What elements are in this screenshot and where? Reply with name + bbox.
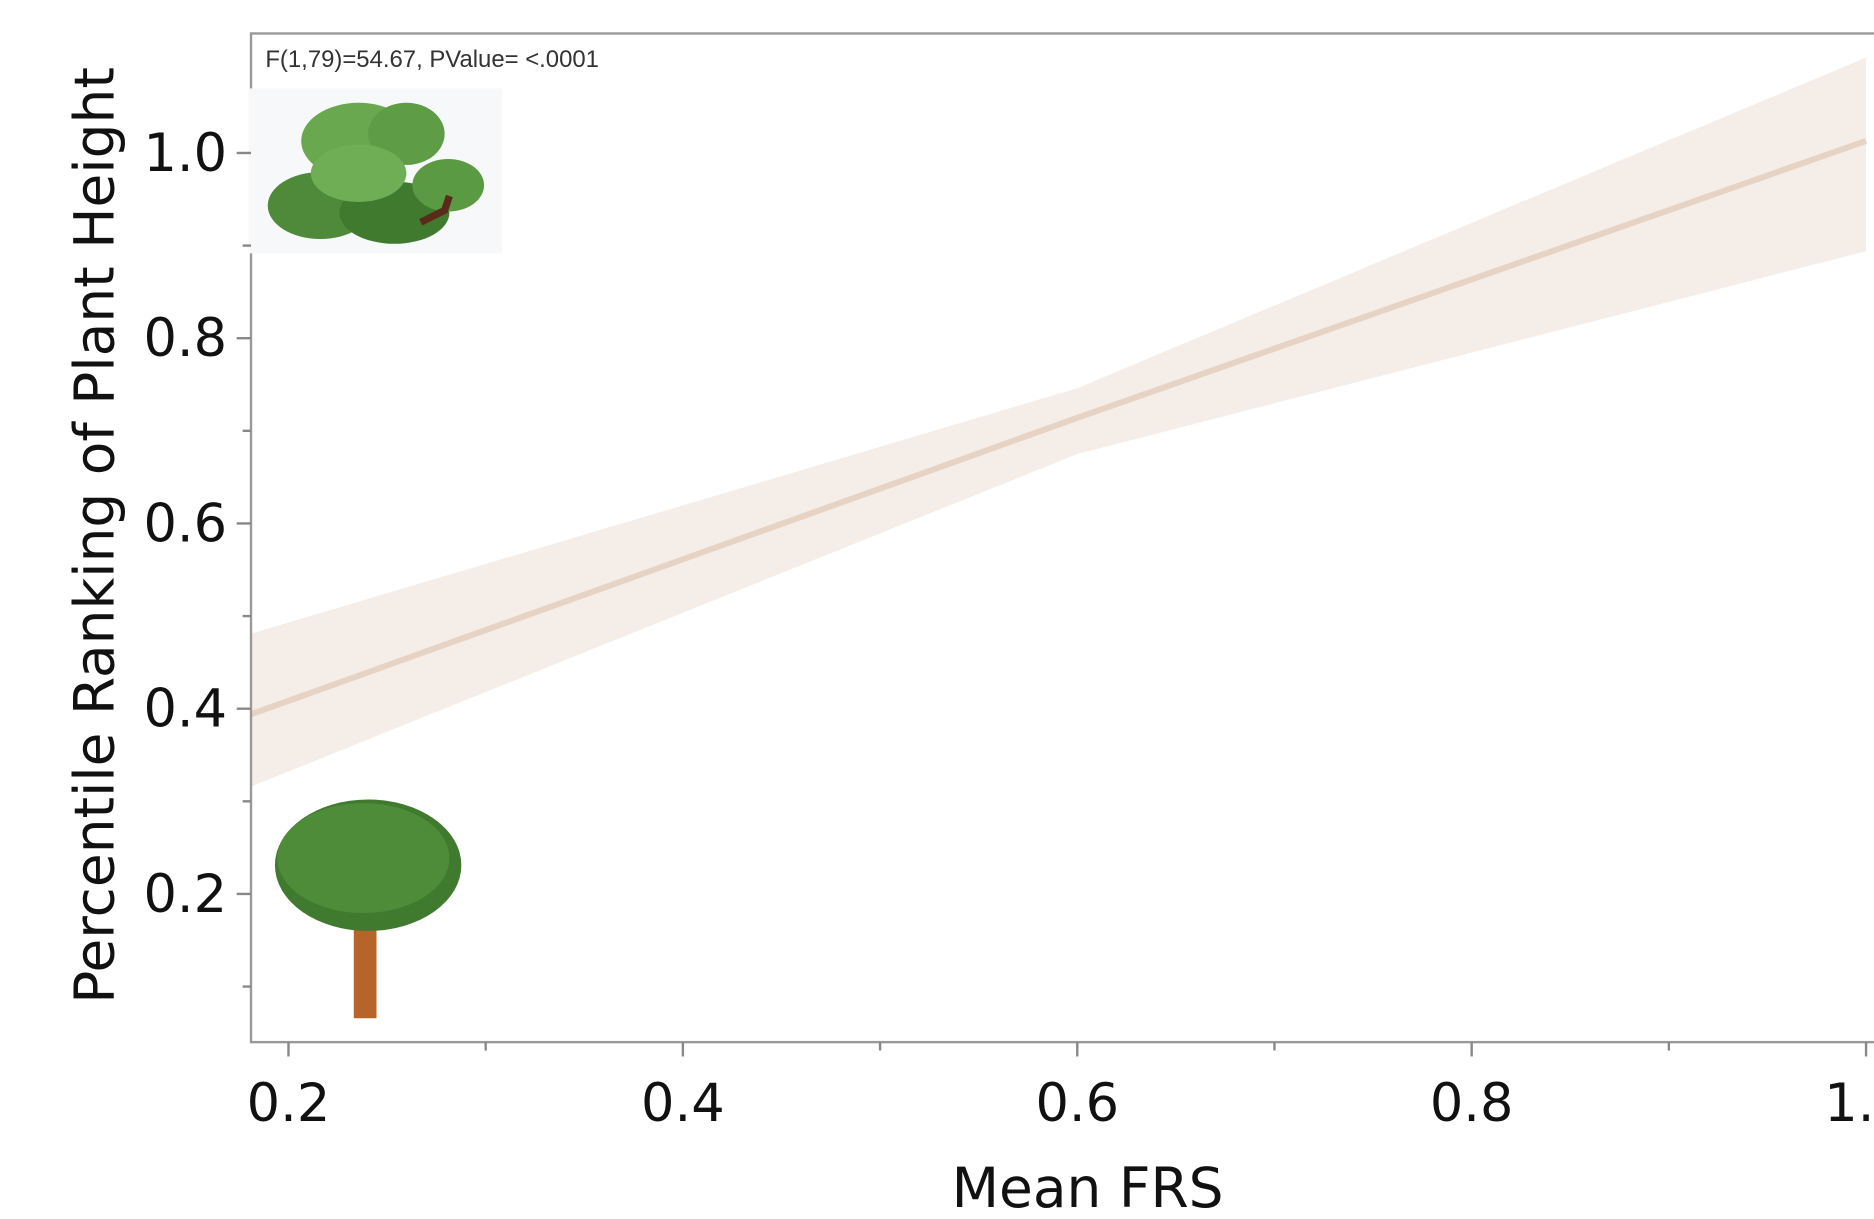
bush-icon [249,88,502,253]
y-tick-label: 0.4 [143,679,227,740]
x-tick-label: 0.4 [641,1073,725,1134]
y-tick-label: 0.6 [143,493,227,554]
annotation: F(1,79)=54.67, PValue= <.0001 [265,46,599,73]
x-tick-label: 0.6 [1035,1073,1119,1134]
page: {"chart_data":{"type":"line", "annotatio… [0,0,1874,1219]
x-tick-label: 0.8 [1430,1073,1514,1134]
x-tick-label: 1.0 [1824,1073,1874,1134]
y-tick-label: 0.2 [143,864,227,925]
y-axis-label: Percentile Ranking of Plant Height [63,67,127,1004]
y-tick-label: 1.0 [143,123,227,184]
chart: F(1,79)=54.67, PValue= <.0001 Mean FRS P… [0,0,1874,1219]
x-tick-label: 0.2 [247,1073,331,1134]
x-axis-label: Mean FRS [952,1156,1224,1219]
y-tick-label: 0.8 [143,308,227,369]
tree-icon [275,800,461,1019]
